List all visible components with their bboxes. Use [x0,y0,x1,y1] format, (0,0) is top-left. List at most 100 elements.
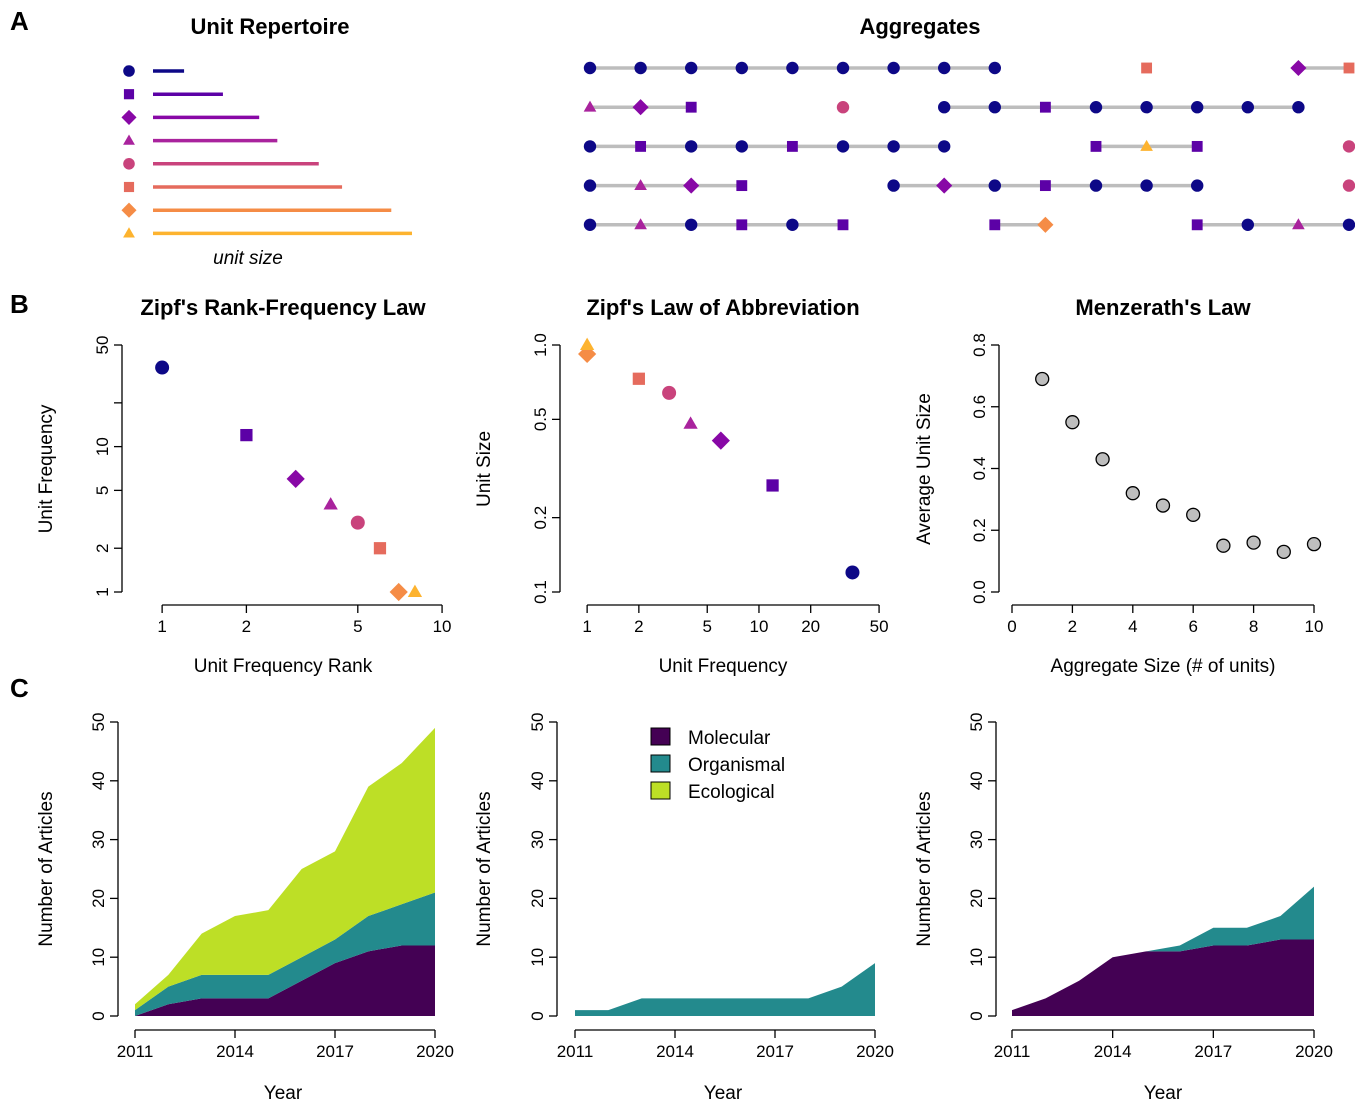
chart-title: Zipf's Rank-Frequency Law [140,295,426,320]
y-tick-label: 0.5 [531,408,550,432]
y-tick-label: 40 [967,771,986,790]
aggregate-unit-square [1191,219,1203,231]
aggregate-unit-square [1191,140,1203,152]
aggregate-unit-circle [938,140,951,153]
data-point [1155,498,1171,513]
data-point-circle [845,565,860,580]
y-tick-label: 0.6 [970,395,989,419]
legend-label-organismal: Organismal [688,755,785,776]
y-tick-label: 0 [89,1011,108,1020]
aggregate-unit-square [1039,180,1051,192]
data-point [1095,452,1110,467]
repertoire-title: Unit Repertoire [191,14,350,39]
aggregate-unit-diamond [1037,216,1054,233]
data-point-triangle [579,337,595,350]
y-tick-label: 50 [89,713,108,732]
aggregate-unit-circle [583,218,597,231]
y-axis-label: Unit Size [474,431,495,507]
panel-letter-b: B [10,289,29,319]
y-tick-label: 0.1 [531,580,550,604]
y-tick-label: 2 [93,544,112,553]
repertoire-diamond-marker [121,202,137,218]
data-point-square [373,542,387,555]
aggregate-unit-circle [735,61,748,75]
repertoire-circle-marker [123,65,135,77]
y-tick-label: 20 [967,889,986,908]
data-point-triangle [323,497,338,510]
x-tick-label: 2020 [856,1042,894,1061]
menzerath-chart: Menzerath's Law Aggregate Size (# of uni… [914,295,1323,677]
aggregate-unit-circle [685,61,698,75]
aggregate-unit-circle [1342,140,1355,153]
aggregate-unit-circle [1191,101,1204,114]
data-point-circle [350,515,365,530]
aggregate-unit-square [736,180,748,192]
aggregate-unit-circle [988,61,1001,75]
aggregate-unit-circle [1342,218,1355,231]
aggregate-unit-circle [887,61,900,75]
aggregate-unit-square [1343,62,1355,74]
aggregate-unit-circle [988,101,1001,114]
y-axis-label: Unit Frequency [36,404,57,533]
y-tick-label: 20 [528,889,547,908]
zipf-abbreviation-chart: Zipf's Law of Abbreviation Unit Frequenc… [474,295,889,677]
data-point [1035,371,1050,387]
aggregate-unit-circle [634,61,647,75]
data-point [1186,507,1201,522]
x-tick-label: 2011 [994,1042,1031,1061]
x-axis-label: Aggregate Size (# of units) [1051,656,1276,677]
x-tick-label: 4 [1128,617,1137,636]
x-tick-label: 2017 [756,1042,794,1061]
x-tick-label: 10 [750,617,769,636]
aggregate-unit-circle [1342,179,1355,192]
aggregate-unit-circle [1089,179,1103,192]
x-tick-label: 2 [1068,617,1077,636]
area-organismal [135,892,435,1016]
aggregate-unit-circle [1191,179,1204,192]
aggregate-unit-circle [938,101,951,114]
x-tick-label: 2 [634,617,643,636]
aggregate-unit-diamond [936,177,953,194]
x-tick-label: 50 [870,617,889,636]
aggregate-unit-triangle [634,218,647,230]
aggregate-unit-circle [836,101,850,114]
aggregate-unit-diamond [683,177,700,194]
aggregate-unit-triangle [1292,218,1305,230]
panel-letter-a: A [10,6,29,36]
x-tick-label: 8 [1249,617,1258,636]
aggregate-unit-circle [988,179,1001,192]
y-tick-label: 10 [93,437,112,456]
data-point-triangle [407,584,423,597]
aggregate-unit-circle [786,218,799,231]
aggregate-unit-circle [735,140,748,153]
area-organismal [1012,886,1314,1011]
x-axis-label: Year [1144,1083,1183,1104]
x-tick-label: 2020 [1295,1042,1333,1061]
y-tick-label: 40 [528,771,547,790]
aggregate-unit-circle [1241,101,1255,114]
y-tick-label: 20 [89,889,108,908]
x-tick-label: 10 [433,617,452,636]
data-point [1125,486,1140,501]
chart-title: Menzerath's Law [1075,295,1251,320]
aggregate-unit-circle [1140,101,1153,114]
y-axis-label: Number of Articles [36,791,57,946]
unit-repertoire [121,65,412,238]
y-tick-label: 1.0 [531,333,550,357]
x-tick-label: 2017 [316,1042,354,1061]
aggregate-unit-circle [1241,218,1255,231]
legend-label-molecular: Molecular [688,728,771,749]
y-tick-label: 0 [967,1011,986,1020]
data-point-square [766,479,779,492]
articles-area-chart-left: Year Number of Articles 2011 2014 2017 2020… [36,713,454,1104]
x-tick-label: 2011 [117,1042,154,1061]
x-axis-label: Unit Frequency [659,656,788,677]
y-tick-label: 50 [967,713,986,732]
y-tick-label: 0.2 [531,506,550,530]
y-axis-label: Number of Articles [914,791,935,946]
y-axis-label: Average Unit Size [914,393,935,545]
x-tick-label: 0 [1007,617,1016,636]
x-tick-label: 2014 [216,1042,254,1061]
aggregate-unit-circle [938,61,951,75]
